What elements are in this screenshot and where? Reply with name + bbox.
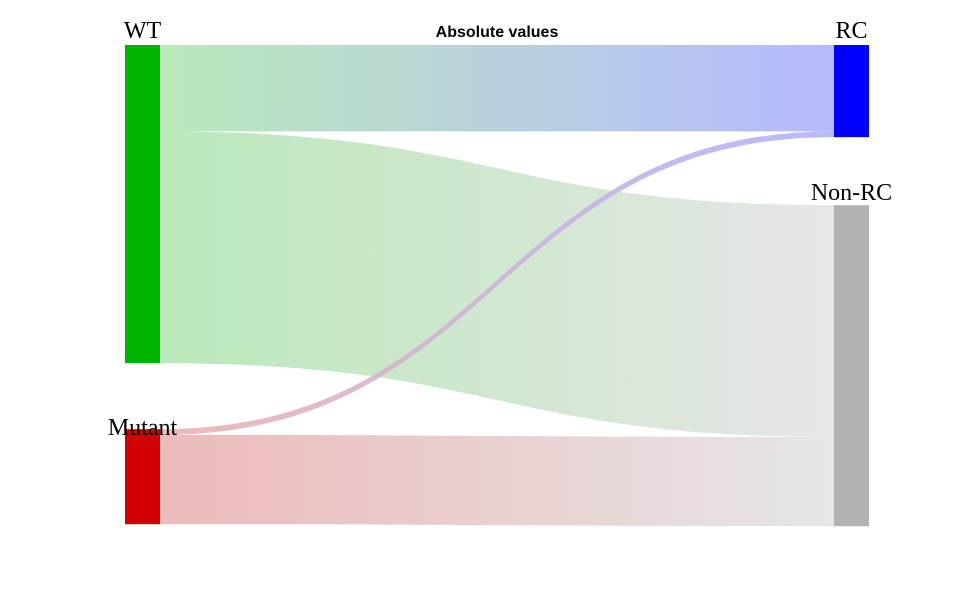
node-label-nonrc: Non-RC: [811, 180, 892, 206]
node-bar-nonrc: [834, 205, 869, 527]
link-wt-to-rc: [160, 45, 834, 132]
node-bar-wt: [125, 45, 160, 364]
chart-title: Absolute values: [436, 24, 559, 41]
link-mutant-to-nonrc: [160, 434, 834, 527]
node-label-rc: RC: [835, 18, 867, 44]
node-bar-mutant: [125, 429, 160, 525]
node-bar-rc: [834, 45, 869, 138]
links-group: [160, 45, 834, 527]
node-label-wt: WT: [124, 18, 162, 44]
node-label-mutant: Mutant: [108, 415, 178, 441]
labels-group: WT Mutant RC Non-RC: [108, 18, 892, 441]
link-mutant-to-rc: [160, 131, 834, 435]
nodes-group: [125, 45, 869, 527]
